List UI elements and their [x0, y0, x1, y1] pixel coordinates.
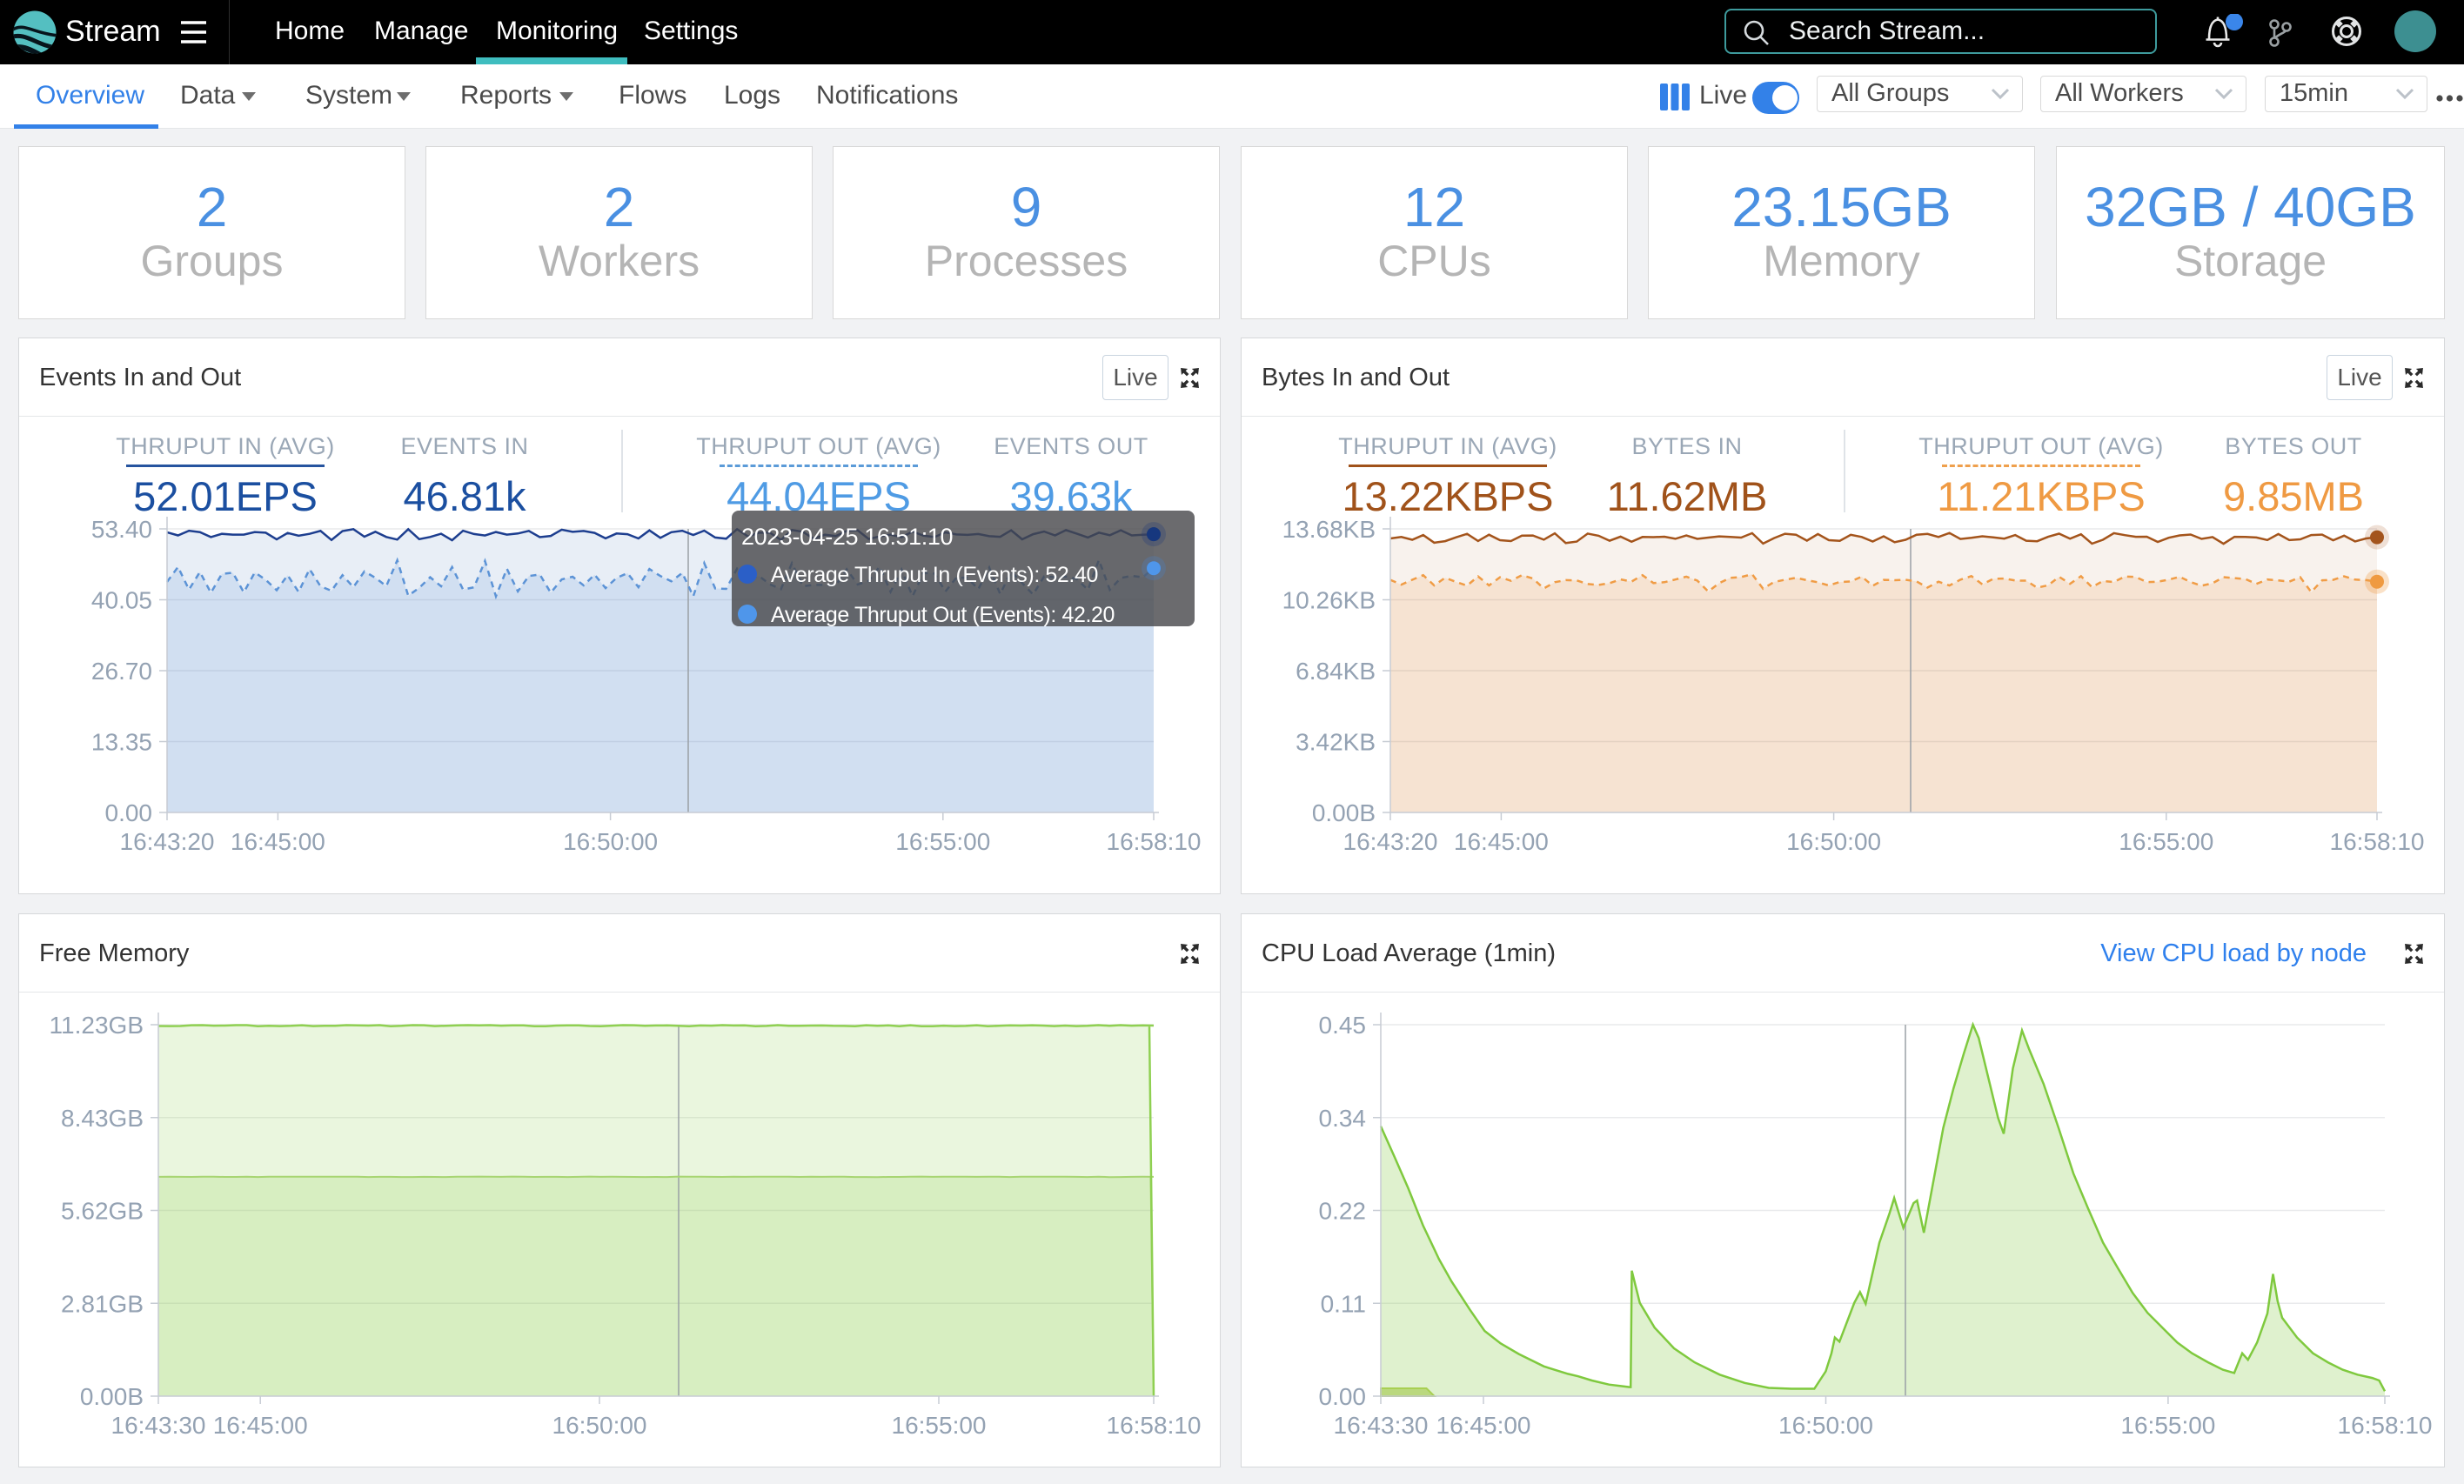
svg-text:11.23GB: 11.23GB: [50, 1012, 144, 1039]
svg-text:16:50:00: 16:50:00: [563, 828, 658, 855]
svg-text:16:55:00: 16:55:00: [895, 828, 990, 855]
svg-text:16:45:00: 16:45:00: [1436, 1412, 1531, 1439]
svg-text:16:45:00: 16:45:00: [213, 1412, 308, 1439]
svg-text:26.70: 26.70: [91, 658, 152, 685]
svg-text:0.00B: 0.00B: [1312, 799, 1376, 826]
svg-text:0.22: 0.22: [1319, 1198, 1367, 1225]
svg-text:2.81GB: 2.81GB: [61, 1290, 144, 1317]
svg-text:16:45:00: 16:45:00: [231, 828, 325, 855]
svg-text:16:58:10: 16:58:10: [1107, 828, 1202, 855]
svg-text:3.42KB: 3.42KB: [1296, 729, 1376, 756]
svg-text:0.00: 0.00: [1319, 1383, 1367, 1410]
svg-text:0.45: 0.45: [1319, 1012, 1367, 1039]
svg-text:5.62GB: 5.62GB: [61, 1198, 144, 1225]
svg-text:13.68KB: 13.68KB: [1282, 516, 1376, 543]
svg-text:16:50:00: 16:50:00: [1786, 828, 1881, 855]
svg-text:0.11: 0.11: [1321, 1290, 1366, 1317]
svg-text:0.00B: 0.00B: [80, 1383, 144, 1410]
svg-text:0.00: 0.00: [105, 799, 153, 826]
svg-text:53.40: 53.40: [91, 516, 152, 543]
svg-text:40.05: 40.05: [91, 587, 152, 614]
svg-text:0.34: 0.34: [1319, 1105, 1367, 1132]
svg-text:16:55:00: 16:55:00: [2119, 828, 2213, 855]
svg-text:16:43:30: 16:43:30: [1334, 1412, 1429, 1439]
svg-text:16:58:10: 16:58:10: [1107, 1412, 1202, 1439]
svg-text:16:58:10: 16:58:10: [2338, 1412, 2433, 1439]
svg-text:16:43:20: 16:43:20: [120, 828, 215, 855]
svg-text:16:55:00: 16:55:00: [892, 1412, 987, 1439]
svg-text:16:58:10: 16:58:10: [2330, 828, 2425, 855]
svg-text:16:43:30: 16:43:30: [111, 1412, 206, 1439]
svg-text:16:45:00: 16:45:00: [1454, 828, 1549, 855]
svg-text:10.26KB: 10.26KB: [1282, 587, 1376, 614]
svg-text:16:43:20: 16:43:20: [1343, 828, 1438, 855]
svg-text:6.84KB: 6.84KB: [1296, 658, 1376, 685]
svg-text:13.35: 13.35: [91, 729, 152, 756]
svg-text:16:50:00: 16:50:00: [1778, 1412, 1873, 1439]
svg-text:16:55:00: 16:55:00: [2120, 1412, 2215, 1439]
svg-text:16:50:00: 16:50:00: [552, 1412, 647, 1439]
svg-text:8.43GB: 8.43GB: [61, 1105, 144, 1132]
